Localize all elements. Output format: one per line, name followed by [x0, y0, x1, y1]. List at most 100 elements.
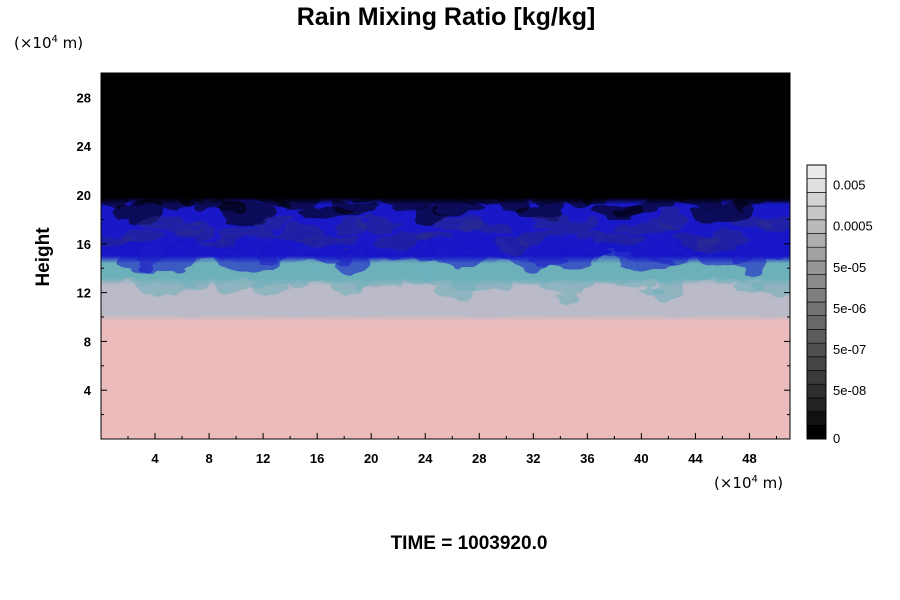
- turbulence-wisp: [375, 190, 436, 211]
- turbulence-wisp: [614, 202, 675, 217]
- colorbar-segment: [806, 342, 827, 358]
- turbulence-wisp: [573, 298, 610, 313]
- turbulence-wisp: [455, 186, 516, 201]
- x-tick-label: 44: [688, 451, 703, 466]
- turbulence-wisp: [101, 195, 133, 210]
- turbulence-wisp: [375, 290, 436, 311]
- turbulence-wisp: [255, 246, 292, 265]
- y-tick-label: 20: [77, 188, 91, 203]
- turbulence-wisp: [116, 262, 165, 285]
- colorbar-segment: [806, 329, 827, 344]
- plot-frame: [100, 72, 791, 440]
- x-tick-label: 28: [472, 451, 486, 466]
- turbulence-wisp: [752, 298, 790, 319]
- colorbar-segment: [806, 356, 827, 371]
- y-axis-unit: (×104 m): [14, 34, 83, 52]
- y-unit-prefix: (×10: [14, 34, 52, 52]
- colorbar-segment: [806, 287, 827, 303]
- turbulence-wisp: [534, 245, 595, 270]
- colorbar-frame: [806, 164, 827, 440]
- turbulence-overlay: [101, 183, 790, 319]
- colorbar-label: 5e-05: [833, 260, 866, 275]
- y-tick-label: 12: [77, 286, 91, 301]
- x-unit-suffix: m): [758, 474, 783, 492]
- turbulence-wisp: [216, 224, 277, 241]
- turbulence-wisp: [216, 202, 277, 223]
- turbulence-wisp: [275, 294, 324, 315]
- turbulence-wisp: [355, 218, 404, 229]
- y-tick-label: 28: [77, 90, 91, 105]
- x-tick-label: 40: [634, 451, 648, 466]
- y-tick-label: 16: [77, 237, 91, 252]
- colorbar-segment: [806, 397, 827, 412]
- x-tick-label: 4: [151, 451, 159, 466]
- turbulence-wisp: [752, 183, 790, 204]
- colorbar-label: 5e-06: [833, 301, 866, 316]
- turbulence-wisp: [414, 233, 451, 244]
- turbulence-wisp: [732, 198, 769, 213]
- colorbar-label: 0.005: [833, 178, 866, 193]
- colorbar-segment: [806, 233, 827, 248]
- turbulence-wisp: [752, 217, 790, 234]
- colorbar-segment: [806, 301, 827, 316]
- turbulence-wisp: [752, 271, 790, 294]
- y-unit-exponent: 4: [52, 34, 58, 45]
- turbulence-wisp: [434, 248, 483, 273]
- x-tick-label: 24: [418, 451, 433, 466]
- colorbar-segment: [806, 274, 827, 289]
- turbulence-wisp: [175, 268, 212, 291]
- turbulence-wisp: [732, 252, 769, 271]
- x-axis-ticks: 4 8 12 16 20 24 28 32 36 40 44 48: [127, 73, 777, 466]
- turbulence-wisp: [455, 222, 516, 233]
- turbulence-wisp: [693, 231, 754, 248]
- colorbar-segment: [806, 192, 827, 207]
- colorbar-segment: [806, 164, 827, 179]
- colorbar-segment: [806, 370, 827, 385]
- x-tick-label: 16: [310, 451, 324, 466]
- turbulence-wisp: [573, 188, 610, 203]
- colorbar-segment: [806, 260, 827, 275]
- y-tick-label: 4: [84, 383, 92, 398]
- colorbar-segment: [806, 246, 827, 262]
- y-axis-label: Height: [33, 227, 54, 287]
- colorbar-segment: [806, 383, 827, 399]
- turbulence-wisp: [652, 214, 689, 231]
- plot-area: [100, 72, 791, 440]
- x-tick-label: 20: [364, 451, 378, 466]
- turbulence-wisp: [275, 186, 324, 207]
- x-tick-label: 48: [742, 451, 756, 466]
- turbulence-wisp: [175, 297, 212, 318]
- colorbar-label: 5e-08: [833, 383, 866, 398]
- x-tick-label: 8: [205, 451, 212, 466]
- turbulence-wisp: [573, 227, 610, 238]
- turbulence-wisp: [175, 220, 212, 237]
- turbulence-wisp: [455, 301, 516, 316]
- y-unit-suffix: m): [58, 34, 83, 52]
- turbulence-wisp: [137, 250, 198, 269]
- x-unit-exponent: 4: [752, 474, 758, 485]
- colorbar-segment: [806, 424, 827, 440]
- turbulence-wisp: [752, 235, 790, 260]
- time-label: TIME = 1003920.0: [391, 533, 548, 554]
- turbulence-wisp: [255, 216, 292, 227]
- colorbar-segment: [806, 411, 827, 426]
- x-axis-unit: (×104 m): [714, 474, 783, 492]
- chart-title: Rain Mixing Ratio [kg/kg]: [297, 3, 596, 31]
- turbulence-wisp: [334, 198, 371, 219]
- turbulence-wisp: [534, 213, 595, 230]
- turbulence-wisp: [514, 228, 563, 239]
- x-tick-label: 32: [526, 451, 540, 466]
- y-tick-label: 24: [77, 139, 92, 154]
- x-unit-prefix: (×10: [714, 474, 752, 492]
- x-tick-label: 12: [256, 451, 270, 466]
- colorbar-segment: [806, 315, 827, 330]
- turbulence-wisp: [673, 192, 722, 207]
- y-tick-label: 8: [84, 334, 91, 349]
- turbulence-wisp: [296, 235, 357, 246]
- y-axis-ticks: 4 8 12 16 20 24 28: [77, 90, 790, 416]
- colorbar-label: 0: [833, 431, 840, 446]
- colorbar-label: 5e-07: [833, 342, 866, 357]
- colorbar: 0 5e-08 5e-07 5e-06 5e-05 0.0005 0.005: [806, 164, 873, 446]
- turbulence-wisp: [355, 277, 404, 294]
